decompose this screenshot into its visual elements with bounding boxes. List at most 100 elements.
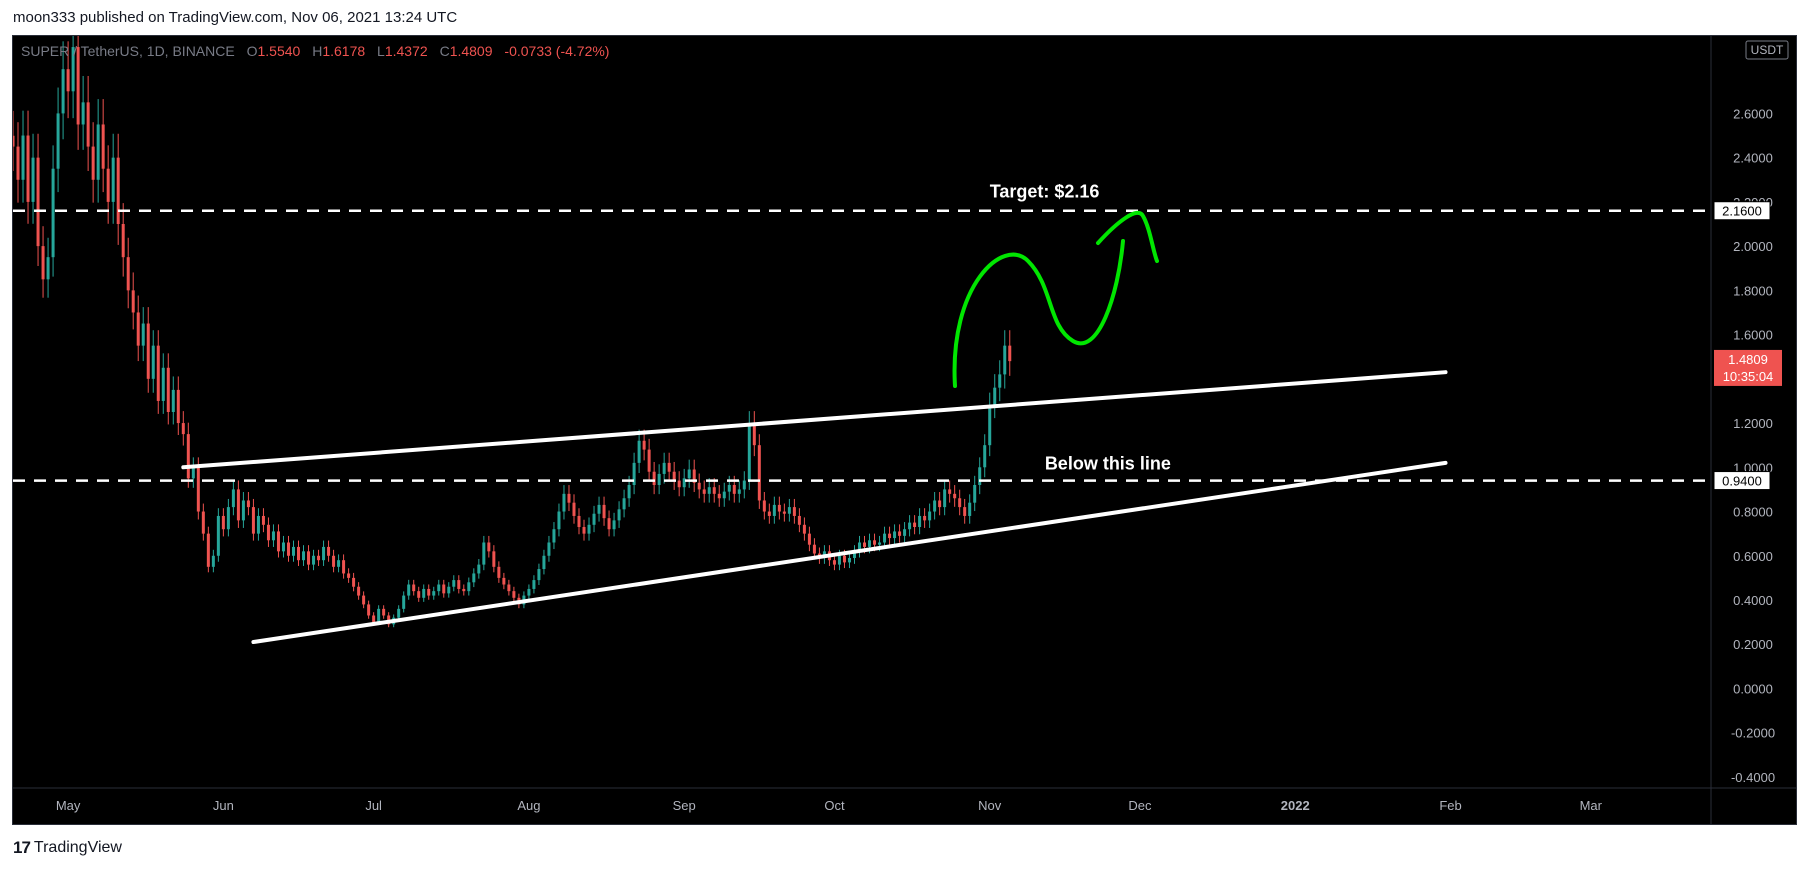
candle-body [176,389,180,424]
candle-body [477,564,481,574]
candle-body [452,580,456,587]
candle-body [186,434,190,479]
legend-change: -0.0733 (-4.72%) [504,43,609,59]
legend-close: 1.4809 [450,43,493,59]
candle-body [196,467,200,512]
footer-brand: TradingView [33,839,122,856]
candle-body [687,469,691,479]
candle-body [842,555,846,563]
candle-body [171,389,175,412]
candle-body [457,580,461,589]
publish-info: moon333 published on TradingView.com, No… [13,9,458,26]
candle-body [802,524,806,534]
candle-body [933,500,937,512]
candle-body [51,168,55,258]
legend-open-label: O [247,43,258,59]
candle-body [963,507,967,516]
candle-body [116,157,120,224]
candle-body [417,591,421,598]
candle-body [312,555,316,565]
candle-body [291,546,295,556]
candle-body [577,515,581,528]
candle-body [86,102,90,147]
candle-body [1003,345,1007,375]
candle-body [988,405,992,446]
candle-body [21,135,25,180]
candle-body [41,246,45,280]
time-tick-label: Mar [1580,798,1603,813]
trend-line [181,370,1448,470]
time-tick-label: May [56,798,81,813]
candle-body [903,529,907,536]
price-tick-label: -0.2000 [1731,726,1775,741]
candle-body [983,445,987,468]
candle-body [46,257,50,280]
candle-body [166,367,170,412]
candle-body [868,540,872,547]
candle-body [692,469,696,483]
candle-body [66,69,70,92]
annotation-label: Target: $2.16 [990,181,1100,201]
legend-low: 1.4372 [385,43,428,59]
candle-body [938,500,942,508]
trend-line [251,460,1448,645]
candle-body [777,504,781,512]
candle-body [432,591,436,596]
legend-high-label: H [312,43,322,59]
candle-body [437,584,441,592]
price-badges: 2.1600 0.9400 1.4809 10:35:04 [1713,201,1782,491]
price-tick-label: 0.8000 [1733,505,1773,520]
last-price-badge [1714,349,1782,386]
candle-body [918,515,922,528]
candle-body [507,584,511,592]
candle-body [16,146,20,180]
currency-badge[interactable]: USDT [1745,40,1789,60]
candle-body [888,533,892,539]
price-tick-label: 0.2000 [1733,637,1773,652]
candle-body [617,509,621,521]
candle-body [863,542,867,547]
tradingview-logo-icon: 17 [13,838,31,857]
candle-body [627,484,631,499]
candle-body [757,445,761,501]
candle-body [286,542,290,556]
candle-body [502,577,506,585]
candle-body [482,542,486,565]
candle-body [943,489,947,508]
candle-body [271,531,275,541]
symbol-legend[interactable]: SUPER / TetherUS, 1D, BINANCE O1.5540 H1… [21,43,609,59]
candle-body [702,489,706,494]
chart-frame[interactable]: Target: $2.16 Below this line 2.6000 2.400… [11,18,1797,825]
candle-body [151,345,155,379]
candle-body [622,498,626,510]
candle-body [582,527,586,534]
price-tick-label: 0.0000 [1733,681,1773,696]
candle-body [297,546,301,561]
price-chart[interactable]: Target: $2.16 Below this line 2.6000 2.400… [11,18,1796,824]
footer[interactable]: 17 TradingView [13,838,122,858]
candle-body [883,533,887,543]
candle-body [11,135,15,147]
candle-body [797,515,801,525]
candle-body [837,555,841,565]
candle-body [572,502,576,516]
candle-body [332,555,336,567]
candle-body [1008,345,1012,362]
candle-body [36,157,40,247]
candle-body [923,515,927,521]
time-tick-label: Aug [517,798,540,813]
candle-body [557,511,561,530]
candle-body [352,577,356,587]
price-tick-label: 1.2000 [1733,416,1773,431]
candle-body [993,387,997,406]
candle-body [632,462,636,485]
candle-body [667,462,671,472]
candle-body [126,257,130,291]
candle-body [893,531,897,539]
candle-body [121,224,125,258]
candle-body [492,551,496,567]
candle-body [26,135,30,202]
time-tick-label: Feb [1439,798,1461,813]
time-axis[interactable]: May Jun Jul Aug Sep Oct Nov Dec 2022 Feb Mar [56,798,1603,813]
currency-badge-label: USDT [1751,43,1784,57]
